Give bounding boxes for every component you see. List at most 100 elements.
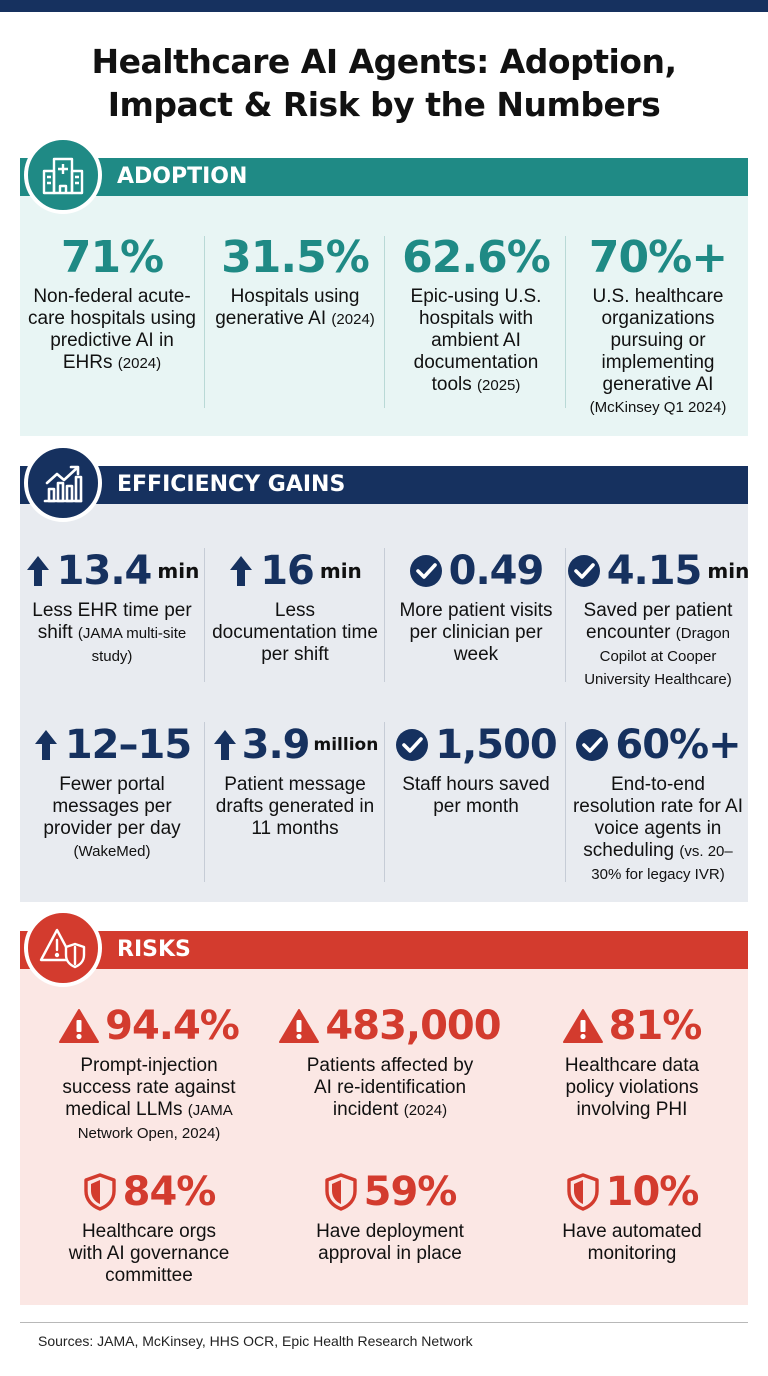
- stat-label-text: Hospitals using generative AI: [215, 286, 360, 329]
- stat-label-text: Have automated monitoring: [562, 1221, 702, 1264]
- stat-value: 71%: [60, 232, 164, 283]
- stat-value: 16: [260, 548, 315, 594]
- risks-heading: RISKS: [117, 937, 191, 962]
- stat-value: 3.9: [241, 722, 311, 768]
- stat-label: Healthcare data policy violations involv…: [520, 1055, 744, 1121]
- stat-label: Have automated monitoring: [520, 1221, 744, 1265]
- stat-label: More patient visits per clinician per we…: [390, 600, 562, 666]
- check-circle-icon: [396, 729, 429, 761]
- stat-value: 4.15: [606, 548, 703, 594]
- shield-icon: [324, 1173, 357, 1211]
- stat-label: Less documentation time per shift: [210, 600, 380, 666]
- stat-value: 10%: [605, 1169, 700, 1215]
- efficiency-section: EFFICIENCY GAINS 13.4 min Less EHR time p…: [20, 444, 750, 902]
- title-line-1: Healthcare AI Agents: Adoption,: [91, 42, 677, 81]
- adoption-stat: 31.5% Hospitals using generative AI (202…: [210, 234, 380, 331]
- efficiency-stat: 0.49 More patient visits per clinician p…: [390, 548, 562, 666]
- stat-value: 0.49: [448, 548, 545, 594]
- stat-label: Less EHR time per shift (JAMA multi-site…: [24, 600, 200, 668]
- warning-shield-icon: [24, 909, 102, 987]
- efficiency-stat: 16 min Less documentation time per shift: [210, 548, 380, 666]
- adoption-header-bar: [20, 158, 748, 196]
- stat-source: (2025): [477, 377, 521, 394]
- efficiency-stat: 4.15 min Saved per patient encounter (Dra…: [567, 548, 750, 691]
- stat-value: 70%+: [588, 232, 728, 283]
- stat-label: Hospitals using generative AI (2024): [210, 286, 380, 331]
- shield-icon: [566, 1173, 599, 1211]
- efficiency-stat: 13.4 min Less EHR time per shift (JAMA mu…: [24, 548, 200, 668]
- stat-label: Fewer portal messages per provider per d…: [24, 774, 200, 863]
- stat-label-text: Less documentation time per shift: [212, 600, 378, 665]
- adoption-stat: 62.6% Epic-using U.S. hospitals with amb…: [392, 234, 560, 397]
- check-circle-icon: [409, 555, 442, 587]
- efficiency-stat: 1,500 Staff hours saved per month: [390, 722, 562, 818]
- efficiency-header-bar: [20, 466, 748, 504]
- stat-label-text: Less EHR time per shift: [32, 600, 192, 643]
- stat-label: Healthcare orgs with AI governance commi…: [34, 1221, 264, 1287]
- stat-source: (2024): [117, 355, 162, 372]
- divider: [204, 722, 205, 882]
- stat-label-text: Patients affected by AI re-identificatio…: [306, 1055, 474, 1120]
- stat-label-text: Staff hours saved per month: [402, 774, 550, 817]
- stat-label-text: U.S. healthcare organizations pursuing o…: [592, 286, 724, 395]
- stat-source: (Dragon Copilot at Cooper University Hea…: [584, 625, 732, 688]
- efficiency-stat: 3.9 million Patient message drafts genera…: [208, 722, 382, 840]
- stat-label: Have deployment approval in place: [270, 1221, 510, 1265]
- stat-value: 13.4: [56, 548, 153, 594]
- stat-value: 94.4%: [105, 1003, 240, 1049]
- risk-stat: 94.4% Prompt-injection success rate agai…: [34, 1003, 264, 1145]
- stat-value: 12–15: [64, 722, 192, 768]
- check-circle-icon: [576, 729, 609, 761]
- risk-stat: 84% Healthcare orgs with AI governance c…: [34, 1169, 264, 1287]
- footer-sources: Sources: JAMA, McKinsey, HHS OCR, Epic H…: [38, 1333, 473, 1349]
- adoption-stat: 70%+ U.S. healthcare organizations pursu…: [572, 234, 744, 419]
- stat-label: Saved per patient encounter (Dragon Copi…: [570, 600, 746, 691]
- stat-unit: min: [319, 559, 362, 583]
- arrow-up-icon: [26, 556, 49, 586]
- warning-icon: [59, 1009, 100, 1043]
- stat-label-text: Healthcare data policy violations involv…: [564, 1055, 700, 1120]
- arrow-up-icon: [213, 730, 236, 760]
- divider: [204, 236, 205, 408]
- stat-unit: million: [313, 735, 379, 755]
- stat-value: 62.6%: [402, 232, 551, 283]
- warning-icon: [562, 1009, 603, 1043]
- title-line-2: Impact & Risk by the Numbers: [107, 85, 661, 124]
- trend-up-chart-icon: [24, 444, 102, 522]
- efficiency-stat: 12–15 Fewer portal messages per provider…: [24, 722, 200, 863]
- divider: [565, 722, 566, 882]
- stat-source: (JAMA Network Open, 2024): [77, 1102, 233, 1142]
- footer-divider: [20, 1322, 748, 1323]
- risk-stat: 10% Have automated monitoring: [520, 1169, 744, 1265]
- stat-label-text: Have deployment approval in place: [316, 1221, 464, 1264]
- risk-stat: 483,000 Patients affected by AI re-ident…: [270, 1003, 510, 1122]
- stat-label-text: Fewer portal messages per provider per d…: [43, 774, 181, 839]
- stat-label-text: Healthcare orgs with AI governance commi…: [68, 1221, 230, 1286]
- stat-label-text: Patient message drafts generated in 11 m…: [215, 774, 375, 839]
- stat-label: Non-federal acute-care hospitals using p…: [24, 286, 200, 375]
- stat-unit: min: [707, 559, 750, 583]
- stat-value: 81%: [608, 1003, 703, 1049]
- stat-label: Patient message drafts generated in 11 m…: [208, 774, 382, 840]
- check-circle-icon: [567, 555, 600, 587]
- stat-label-text: Prompt-injection success rate against me…: [62, 1055, 236, 1120]
- top-accent-bar: [0, 0, 768, 12]
- stat-unit: min: [157, 559, 200, 583]
- page-title: Healthcare AI Agents: Adoption, Impact &…: [0, 40, 768, 126]
- stat-value: 59%: [363, 1169, 458, 1215]
- risks-header-bar: [20, 931, 748, 969]
- hospital-icon: [24, 136, 102, 214]
- divider: [384, 548, 385, 682]
- divider: [384, 236, 385, 408]
- stat-value: 60%+: [615, 722, 741, 768]
- stat-label-text: More patient visits per clinician per we…: [399, 600, 553, 665]
- efficiency-stat: 60%+ End-to-end resolution rate for AI v…: [570, 722, 746, 886]
- stat-value: 1,500: [435, 722, 558, 768]
- shield-icon: [83, 1173, 116, 1211]
- stat-label-text: End-to-end resolution rate for AI voice …: [572, 774, 744, 861]
- stat-source: (2024): [331, 311, 375, 328]
- stat-label: End-to-end resolution rate for AI voice …: [570, 774, 746, 886]
- adoption-stat: 71% Non-federal acute-care hospitals usi…: [24, 234, 200, 375]
- stat-source: (WakeMed): [73, 843, 151, 860]
- divider: [565, 236, 566, 408]
